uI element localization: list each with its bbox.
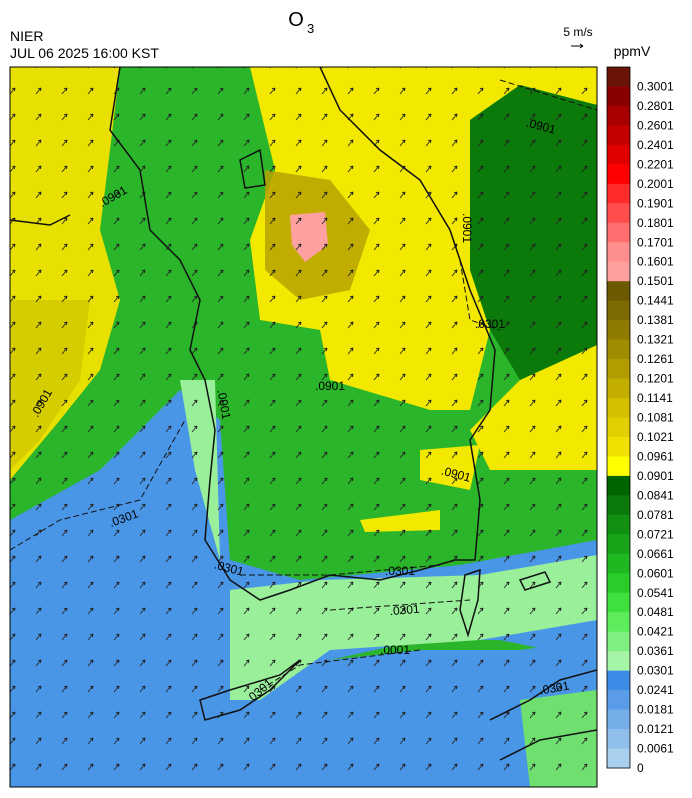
colorbar-label: 0.1601 bbox=[637, 255, 674, 269]
colorbar-segment bbox=[607, 339, 630, 360]
colorbar-segment bbox=[607, 320, 630, 341]
colorbar-segment bbox=[607, 436, 630, 457]
unit-label: ppmV bbox=[614, 43, 651, 59]
colorbar-label: 0.1381 bbox=[637, 313, 674, 327]
colorbar-segment bbox=[607, 281, 630, 302]
colorbar-label: 0.0601 bbox=[637, 566, 674, 580]
colorbar-segment bbox=[607, 475, 630, 496]
colorbar-label: 0.1261 bbox=[637, 352, 674, 366]
colorbar-label: 0.1141 bbox=[637, 391, 673, 405]
colorbar-label: 0.2801 bbox=[637, 99, 674, 113]
colorbar-segment bbox=[607, 690, 630, 711]
colorbar-segment bbox=[607, 534, 630, 555]
colorbar-label: 0.0481 bbox=[637, 605, 674, 619]
colorbar-label: 0.1501 bbox=[637, 274, 674, 288]
colorbar-label: 0.1021 bbox=[637, 430, 674, 444]
agency: NIER bbox=[10, 28, 43, 44]
colorbar-segment bbox=[607, 553, 630, 574]
colorbar-label: 0 bbox=[637, 761, 644, 775]
colorbar-segment bbox=[607, 164, 630, 185]
colorbar-segment bbox=[607, 514, 630, 535]
colorbar-label: 0.0721 bbox=[637, 527, 674, 541]
colorbar-segment bbox=[607, 105, 630, 126]
colorbar-segment bbox=[607, 456, 630, 477]
colorbar-label: 0.0961 bbox=[637, 449, 674, 463]
colorbar-segment bbox=[607, 222, 630, 243]
colorbar-segment bbox=[607, 242, 630, 263]
contour-label: .0901 bbox=[214, 388, 233, 420]
concentration-field bbox=[10, 67, 597, 787]
colorbar-segment bbox=[607, 670, 630, 691]
contour-label: .0901 bbox=[460, 213, 474, 243]
colorbar: 0.3001 0.2801 0.2601 0.2401 0.2201 0.2001 0.19… bbox=[606, 66, 674, 775]
colorbar-label: 0.0241 bbox=[637, 683, 674, 697]
colorbar-label: 0.3001 bbox=[637, 79, 674, 93]
colorbar-label: 0.1321 bbox=[637, 333, 674, 347]
colorbar-label: 0.0301 bbox=[637, 664, 674, 678]
colorbar-segment bbox=[607, 592, 630, 613]
colorbar-label: 0.0181 bbox=[637, 703, 674, 717]
colorbar-segment bbox=[607, 573, 630, 594]
contour-label: .0301 bbox=[475, 317, 505, 331]
colorbar-segment bbox=[607, 612, 630, 633]
colorbar-segment bbox=[607, 398, 630, 418]
colorbar-segment bbox=[607, 203, 630, 224]
colorbar-label: 0.2601 bbox=[637, 118, 674, 132]
colorbar-segment bbox=[607, 729, 630, 750]
colorbar-segment bbox=[607, 300, 630, 321]
colorbar-segment bbox=[607, 651, 630, 672]
map-frame bbox=[9, 66, 598, 788]
contour-label: .0001 bbox=[380, 643, 410, 657]
colorbar-frame bbox=[606, 66, 631, 769]
colorbar-label: 0.1081 bbox=[637, 411, 674, 425]
colorbar-segment bbox=[607, 748, 630, 769]
colorbar-label: 0.0541 bbox=[637, 586, 674, 600]
colorbar-label: 0.1441 bbox=[637, 294, 674, 308]
contour-label: .0301 bbox=[538, 679, 570, 698]
colorbar-label: 0.0661 bbox=[637, 547, 674, 561]
colorbar-segment bbox=[607, 417, 630, 438]
vector-scale-arrow-head bbox=[579, 43, 584, 49]
colorbar-label: 0.1801 bbox=[637, 216, 674, 230]
colorbar-label: 0.0061 bbox=[637, 742, 674, 756]
colorbar-segment bbox=[607, 67, 630, 87]
colorbar-segment bbox=[607, 378, 630, 399]
colorbar-label: 0.0781 bbox=[637, 508, 674, 522]
contour-label: .0301 bbox=[389, 602, 420, 619]
colorbar-label: 0.2201 bbox=[637, 157, 674, 171]
colorbar-label: 0.1701 bbox=[637, 235, 674, 249]
colorbar-label: 0.0121 bbox=[637, 722, 674, 736]
title-subscript: 3 bbox=[307, 21, 314, 36]
colorbar-segment bbox=[607, 709, 630, 730]
colorbar-segment bbox=[607, 144, 630, 165]
colorbar-segment bbox=[607, 183, 630, 204]
colorbar-segment bbox=[607, 359, 630, 380]
colorbar-label: 0.1901 bbox=[637, 196, 674, 210]
title: O bbox=[288, 9, 304, 31]
contours bbox=[10, 79, 597, 691]
colorbar-label: 0.2401 bbox=[637, 138, 674, 152]
colorbar-label: 0.0421 bbox=[637, 625, 674, 639]
vector-scale-label: 5 m/s bbox=[563, 25, 592, 39]
colorbar-label: 0.1201 bbox=[637, 372, 674, 386]
colorbar-label: 0.0361 bbox=[637, 644, 674, 658]
colorbar-segment bbox=[607, 631, 630, 652]
colorbar-segment bbox=[607, 261, 630, 282]
colorbar-segment bbox=[607, 86, 630, 107]
colorbar-segment bbox=[607, 495, 630, 516]
colorbar-label: 0.0901 bbox=[637, 469, 674, 483]
colorbar-label: 0.2001 bbox=[637, 177, 674, 191]
colorbar-segment bbox=[607, 125, 630, 146]
colorbar-label: 0.0841 bbox=[637, 488, 674, 502]
contour-label: .0301 bbox=[385, 564, 415, 578]
timestamp: JUL 06 2025 16:00 KST bbox=[10, 45, 159, 61]
contour-label: .0901 bbox=[315, 379, 345, 393]
